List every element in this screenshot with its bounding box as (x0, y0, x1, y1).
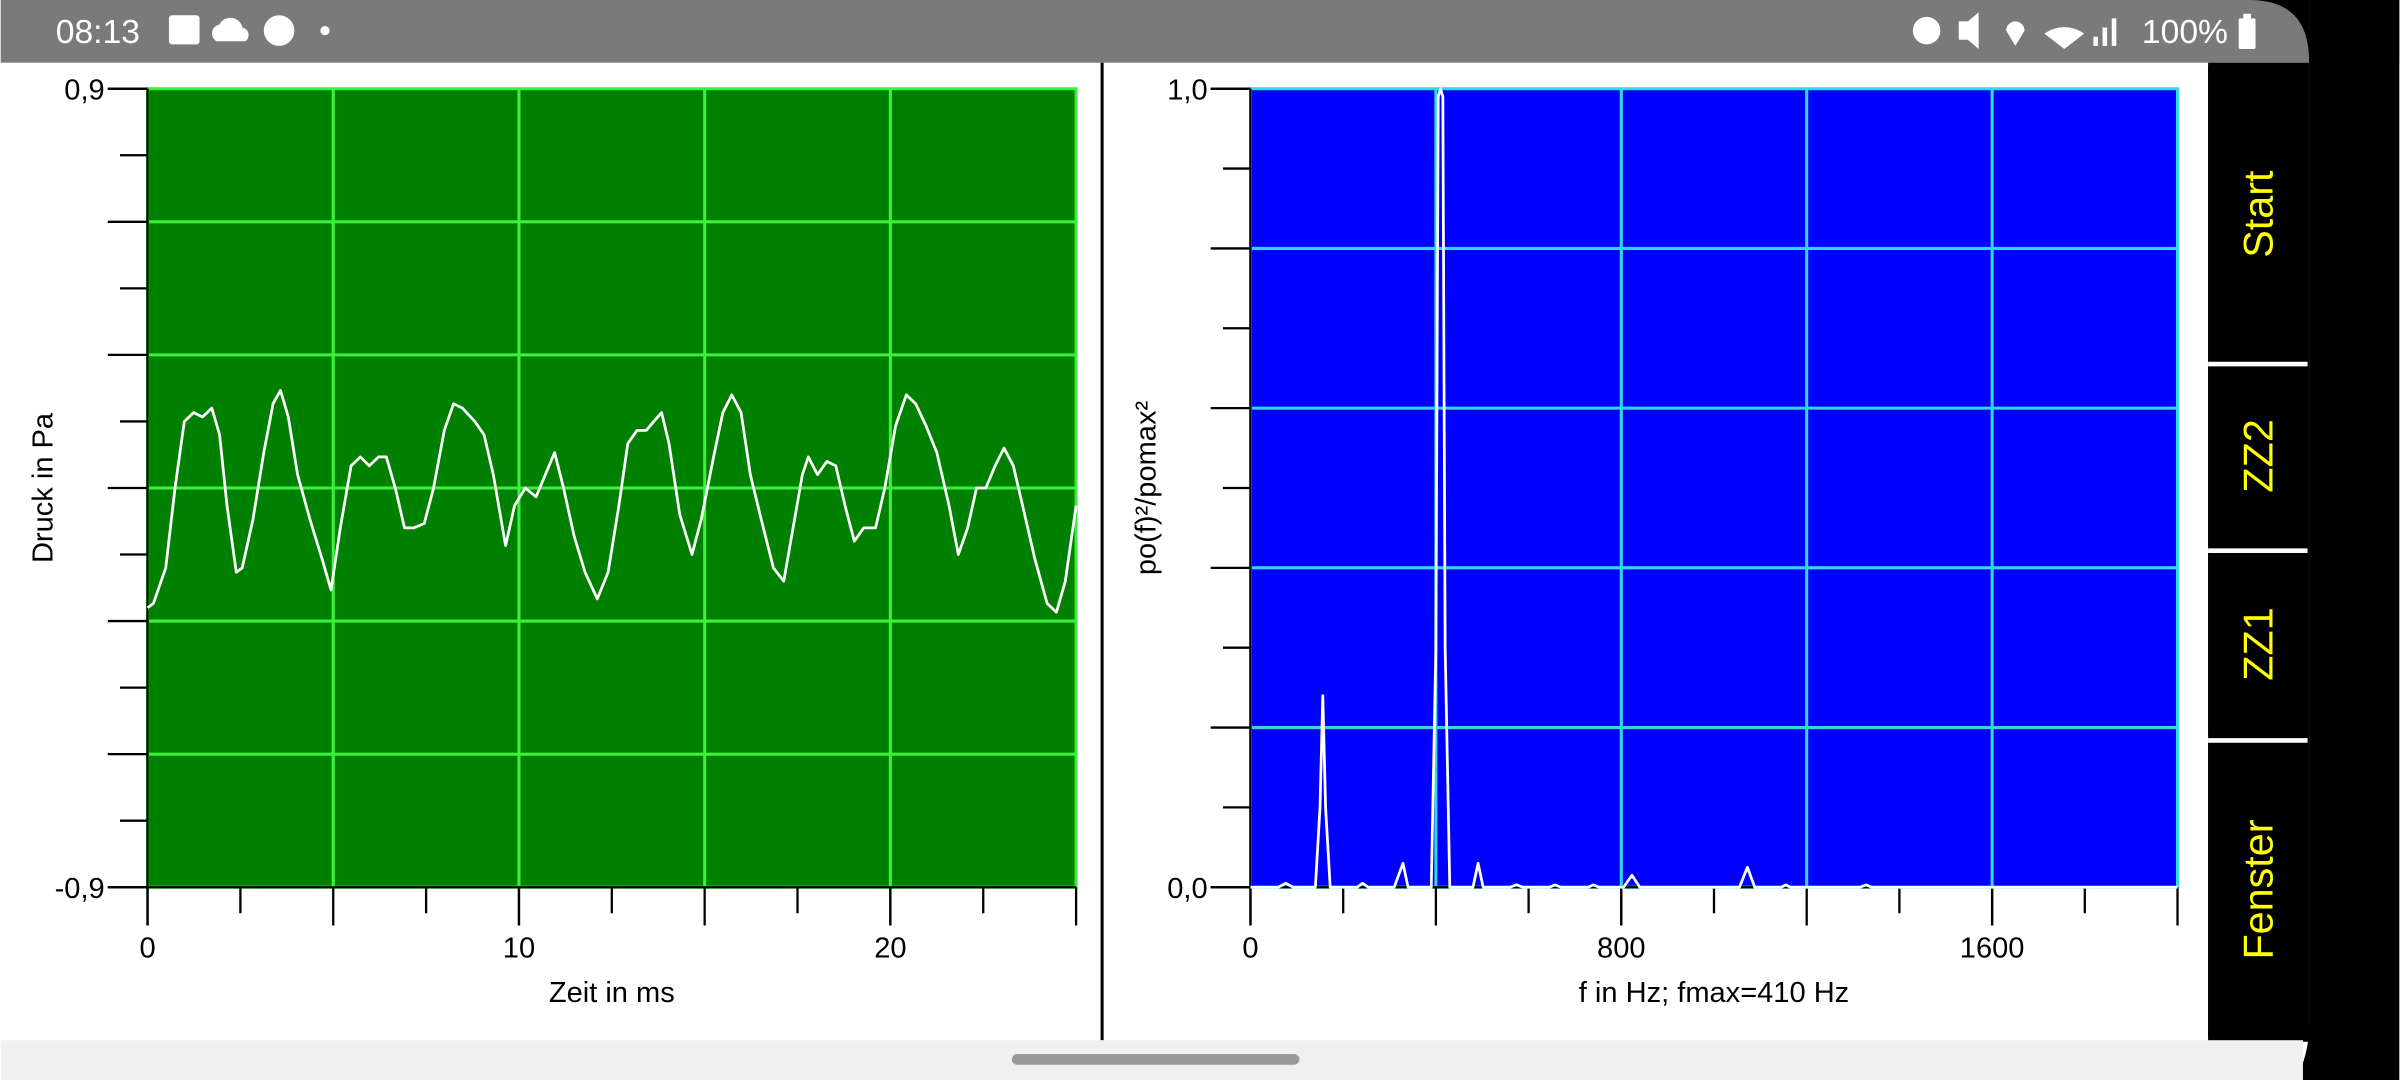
x-tick-label: 20 (874, 933, 906, 965)
x-axis-label: Zeit in ms (549, 977, 675, 1009)
button[interactable] (2208, 552, 2308, 736)
y-tick-label: -0,9 (55, 873, 105, 905)
button-label[interactable]: Start (2236, 170, 2282, 258)
y-tick-label: 0,9 (64, 74, 104, 106)
y-axis-label: po(f)²/pomax² (1131, 401, 1163, 576)
button-label[interactable]: Fenster (2236, 819, 2282, 959)
x-tick-label: 0 (1242, 933, 1258, 965)
status-icons-right (1912, 12, 2256, 49)
status-icons-left (168, 15, 330, 46)
y-tick-label: 1,0 (1167, 74, 1207, 106)
data-line (1250, 87, 2178, 889)
screen-corner (2249, 0, 2310, 62)
status-bar (0, 0, 2400, 63)
x-tick-label: 10 (503, 933, 535, 965)
y-axis-label: Druck in Pa (28, 412, 60, 563)
button-label[interactable]: ZZ1 (2236, 607, 2282, 680)
x-axis-label: f in Hz; fmax=410 Hz (1579, 977, 1849, 1009)
x-tick-label: 1600 (1960, 933, 2025, 965)
x-tick-label: 800 (1597, 933, 1645, 965)
button[interactable] (2208, 65, 2308, 363)
screen-edge (2295, 0, 2400, 1080)
battery-level: 100% (2142, 14, 2228, 51)
home-handle[interactable] (1011, 1053, 1300, 1065)
clock: 08:13 (56, 14, 140, 51)
plot-area (1250, 88, 2178, 888)
button[interactable] (2208, 741, 2308, 1038)
button[interactable] (2208, 365, 2308, 547)
button-label[interactable]: ZZ2 (2236, 419, 2282, 492)
x-tick-label: 0 (139, 933, 155, 965)
y-tick-label: 0,0 (1167, 873, 1207, 905)
data-line (146, 389, 1078, 614)
